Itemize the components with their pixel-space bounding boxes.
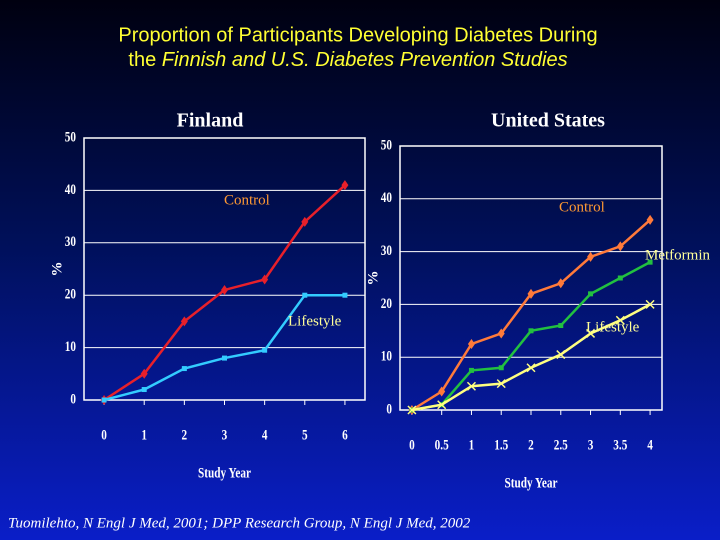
y-tick-label: 30 [381,241,393,258]
point [140,368,148,379]
x-tick-label: 1 [141,426,147,443]
title-italic: Finnish and U.S. Diabetes Prevention Stu… [162,49,568,71]
point [468,367,474,373]
point [497,328,505,339]
point [498,365,504,371]
point [438,386,446,397]
point [587,251,595,262]
point [261,274,269,285]
footnote: Tuomilehto, N Engl J Med, 2001; DPP Rese… [8,515,471,531]
point [342,292,348,298]
point [558,323,564,329]
series-label: Metformin [645,247,710,263]
point [181,366,187,372]
title-prefix: the [128,49,156,71]
y-tick-label: 10 [65,337,77,354]
y-tick-label: 50 [381,136,393,153]
plot-frame [399,145,663,411]
x-tick-label: 1.5 [494,436,508,453]
y-tick-label: 0 [386,400,392,417]
point [407,405,417,415]
point [466,381,476,391]
x-tick-label: 0 [409,436,415,453]
point [496,379,506,389]
point [617,275,623,281]
point [588,291,594,297]
point [557,278,565,289]
slide-title: Proportion of Participants Developing Di… [118,24,597,46]
x-axis-label: Study Year [505,474,558,491]
y-tick-label: 30 [65,233,77,250]
y-tick-label: 50 [65,128,77,145]
point [527,288,535,299]
point [556,350,566,360]
x-tick-label: 4 [262,426,268,443]
plot-frame [83,137,366,401]
point [616,241,624,252]
point [526,363,536,373]
point [467,339,475,349]
x-tick-label: 2 [528,436,534,453]
point [528,328,534,334]
y-axis-label: % [365,271,381,286]
x-tick-label: 5 [302,426,308,443]
y-axis-label: % [49,262,65,277]
point [302,292,308,298]
y-tick-label: 10 [381,347,393,364]
x-axis-label: Study Year [198,464,251,481]
y-tick-label: 0 [70,390,76,407]
series-label: Control [224,192,270,208]
x-tick-label: 0 [101,426,107,443]
point [586,328,596,338]
y-tick-label: 40 [381,189,393,206]
point [180,316,188,327]
series-label: Lifestyle [288,313,342,329]
x-tick-label: 2.5 [554,436,568,453]
point [341,180,349,191]
point [647,259,653,265]
chart-title: Finland [177,110,244,132]
point [221,284,228,295]
x-tick-label: 3.5 [613,436,627,453]
chart-title: United States [491,110,605,132]
y-tick-label: 40 [65,180,77,197]
point [615,315,625,325]
y-tick-label: 20 [65,285,77,302]
x-tick-label: 2 [182,426,188,443]
point [646,214,654,225]
series-label: Control [559,199,605,215]
point [101,397,107,403]
x-tick-label: 0.5 [435,436,449,453]
point [222,355,227,361]
point [141,387,147,393]
x-tick-label: 6 [342,426,348,443]
x-tick-label: 3 [222,426,228,443]
point [262,347,268,353]
y-tick-label: 20 [381,294,393,311]
slide-title-line2: the Finnish and U.S. Diabetes Prevention… [128,49,567,71]
point [301,216,309,227]
point [645,299,655,309]
point [437,400,447,410]
x-tick-label: 1 [469,436,475,453]
series-label: Lifestyle [586,319,640,335]
x-tick-label: 4 [647,436,653,453]
x-tick-label: 3 [588,436,594,453]
